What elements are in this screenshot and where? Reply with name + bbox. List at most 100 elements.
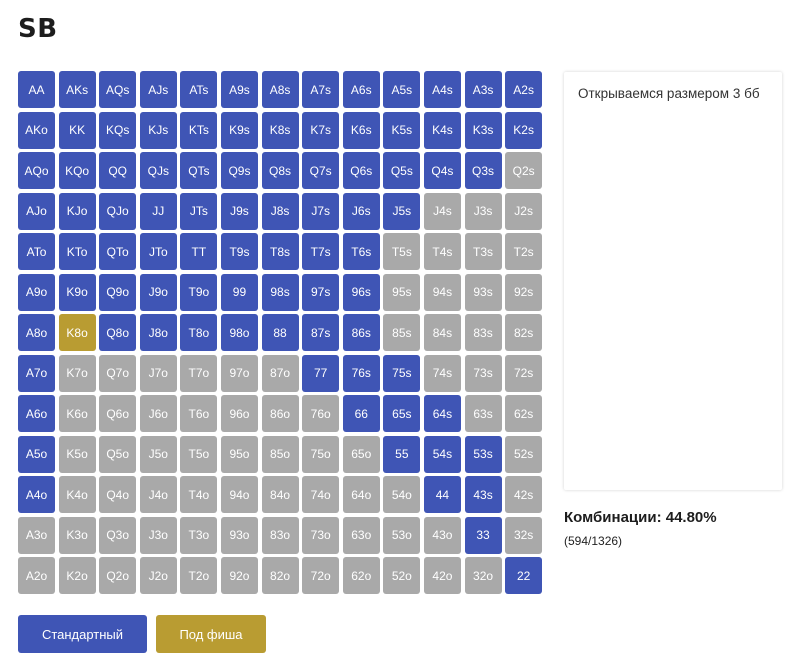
hand-cell-qjo[interactable]: QJo xyxy=(99,192,137,230)
hand-cell-qts[interactable]: QTs xyxy=(180,152,218,189)
hand-cell-t8s[interactable]: T8s xyxy=(261,233,299,270)
hand-cell-87s[interactable]: 87s xyxy=(302,314,340,351)
hand-cell-aqo[interactable]: AQo xyxy=(18,152,55,189)
hand-cell-qjs[interactable]: QJs xyxy=(139,152,177,189)
hand-cell-a3s[interactable]: A3s xyxy=(464,71,502,108)
hand-cell-a3o[interactable]: A3o xyxy=(18,516,55,554)
hand-cell-q7s[interactable]: Q7s xyxy=(302,152,340,189)
hand-cell-jto[interactable]: JTo xyxy=(139,233,177,270)
hand-cell-j8o[interactable]: J8o xyxy=(139,314,177,351)
hand-cell-96o[interactable]: 96o xyxy=(220,395,258,432)
hand-cell-j3o[interactable]: J3o xyxy=(139,516,177,554)
hand-cell-82s[interactable]: 82s xyxy=(505,314,543,351)
hand-cell-98o[interactable]: 98o xyxy=(220,314,258,351)
hand-cell-a4s[interactable]: A4s xyxy=(423,71,461,108)
hand-cell-64o[interactable]: 64o xyxy=(342,476,380,513)
hand-cell-q4s[interactable]: Q4s xyxy=(423,152,461,189)
hand-cell-t2s[interactable]: T2s xyxy=(505,233,543,270)
hand-cell-j7o[interactable]: J7o xyxy=(139,354,177,392)
hand-cell-tt[interactable]: TT xyxy=(180,233,218,270)
hand-cell-j4s[interactable]: J4s xyxy=(423,192,461,230)
hand-cell-j3s[interactable]: J3s xyxy=(464,192,502,230)
hand-cell-kqs[interactable]: KQs xyxy=(99,111,137,149)
hand-cell-86s[interactable]: 86s xyxy=(342,314,380,351)
hand-cell-t9o[interactable]: T9o xyxy=(180,273,218,311)
hand-cell-74s[interactable]: 74s xyxy=(423,354,461,392)
hand-cell-t8o[interactable]: T8o xyxy=(180,314,218,351)
hand-cell-k8s[interactable]: K8s xyxy=(261,111,299,149)
hand-cell-52s[interactable]: 52s xyxy=(505,435,543,473)
hand-cell-ato[interactable]: ATo xyxy=(18,233,55,270)
hand-cell-k2s[interactable]: K2s xyxy=(505,111,543,149)
hand-cell-k3s[interactable]: K3s xyxy=(464,111,502,149)
hand-cell-43s[interactable]: 43s xyxy=(464,476,502,513)
hand-cell-64s[interactable]: 64s xyxy=(423,395,461,432)
hand-cell-j2s[interactable]: J2s xyxy=(505,192,543,230)
hand-cell-53s[interactable]: 53s xyxy=(464,435,502,473)
hand-cell-t3s[interactable]: T3s xyxy=(464,233,502,270)
hand-cell-a4o[interactable]: A4o xyxy=(18,476,55,513)
hand-cell-j6s[interactable]: J6s xyxy=(342,192,380,230)
hand-cell-42o[interactable]: 42o xyxy=(423,557,461,594)
hand-cell-83s[interactable]: 83s xyxy=(464,314,502,351)
hand-cell-t5s[interactable]: T5s xyxy=(383,233,421,270)
hand-cell-t6o[interactable]: T6o xyxy=(180,395,218,432)
hand-cell-96s[interactable]: 96s xyxy=(342,273,380,311)
hand-cell-93o[interactable]: 93o xyxy=(220,516,258,554)
hand-cell-j9s[interactable]: J9s xyxy=(220,192,258,230)
hand-cell-62s[interactable]: 62s xyxy=(505,395,543,432)
hand-cell-94o[interactable]: 94o xyxy=(220,476,258,513)
hand-cell-32o[interactable]: 32o xyxy=(464,557,502,594)
hand-cell-ako[interactable]: AKo xyxy=(18,111,55,149)
hand-cell-22[interactable]: 22 xyxy=(505,557,543,594)
hand-cell-95o[interactable]: 95o xyxy=(220,435,258,473)
hand-cell-k7s[interactable]: K7s xyxy=(302,111,340,149)
hand-cell-aks[interactable]: AKs xyxy=(58,71,96,108)
hand-cell-84s[interactable]: 84s xyxy=(423,314,461,351)
hand-cell-42s[interactable]: 42s xyxy=(505,476,543,513)
hand-cell-aqs[interactable]: AQs xyxy=(99,71,137,108)
hand-cell-54s[interactable]: 54s xyxy=(423,435,461,473)
standard-button[interactable]: Стандартный xyxy=(18,615,147,653)
hand-cell-66[interactable]: 66 xyxy=(342,395,380,432)
hand-cell-63o[interactable]: 63o xyxy=(342,516,380,554)
hand-cell-a8s[interactable]: A8s xyxy=(261,71,299,108)
hand-cell-85s[interactable]: 85s xyxy=(383,314,421,351)
hand-cell-73s[interactable]: 73s xyxy=(464,354,502,392)
hand-cell-43o[interactable]: 43o xyxy=(423,516,461,554)
hand-cell-a8o[interactable]: A8o xyxy=(18,314,55,351)
hand-cell-54o[interactable]: 54o xyxy=(383,476,421,513)
hand-cell-86o[interactable]: 86o xyxy=(261,395,299,432)
hand-cell-62o[interactable]: 62o xyxy=(342,557,380,594)
hand-cell-q8s[interactable]: Q8s xyxy=(261,152,299,189)
hand-cell-ats[interactable]: ATs xyxy=(180,71,218,108)
hand-cell-q6s[interactable]: Q6s xyxy=(342,152,380,189)
hand-cell-99[interactable]: 99 xyxy=(220,273,258,311)
hand-cell-aa[interactable]: AA xyxy=(18,71,55,108)
hand-cell-83o[interactable]: 83o xyxy=(261,516,299,554)
hand-cell-k4o[interactable]: K4o xyxy=(58,476,96,513)
hand-cell-ajs[interactable]: AJs xyxy=(139,71,177,108)
hand-cell-q5o[interactable]: Q5o xyxy=(99,435,137,473)
hand-cell-kqo[interactable]: KQo xyxy=(58,152,96,189)
hand-cell-kjo[interactable]: KJo xyxy=(58,192,96,230)
hand-cell-k5o[interactable]: K5o xyxy=(58,435,96,473)
hand-cell-a7s[interactable]: A7s xyxy=(302,71,340,108)
hand-cell-q2o[interactable]: Q2o xyxy=(99,557,137,594)
hand-cell-a2o[interactable]: A2o xyxy=(18,557,55,594)
hand-cell-k6o[interactable]: K6o xyxy=(58,395,96,432)
hand-cell-88[interactable]: 88 xyxy=(261,314,299,351)
hand-cell-k5s[interactable]: K5s xyxy=(383,111,421,149)
hand-cell-a9s[interactable]: A9s xyxy=(220,71,258,108)
hand-cell-75s[interactable]: 75s xyxy=(383,354,421,392)
hand-cell-97s[interactable]: 97s xyxy=(302,273,340,311)
hand-cell-j6o[interactable]: J6o xyxy=(139,395,177,432)
hand-cell-92s[interactable]: 92s xyxy=(505,273,543,311)
hand-cell-kto[interactable]: KTo xyxy=(58,233,96,270)
fish-button[interactable]: Под фиша xyxy=(156,615,266,653)
hand-cell-t7o[interactable]: T7o xyxy=(180,354,218,392)
hand-cell-jts[interactable]: JTs xyxy=(180,192,218,230)
hand-cell-k2o[interactable]: K2o xyxy=(58,557,96,594)
hand-cell-j4o[interactable]: J4o xyxy=(139,476,177,513)
hand-cell-q9s[interactable]: Q9s xyxy=(220,152,258,189)
